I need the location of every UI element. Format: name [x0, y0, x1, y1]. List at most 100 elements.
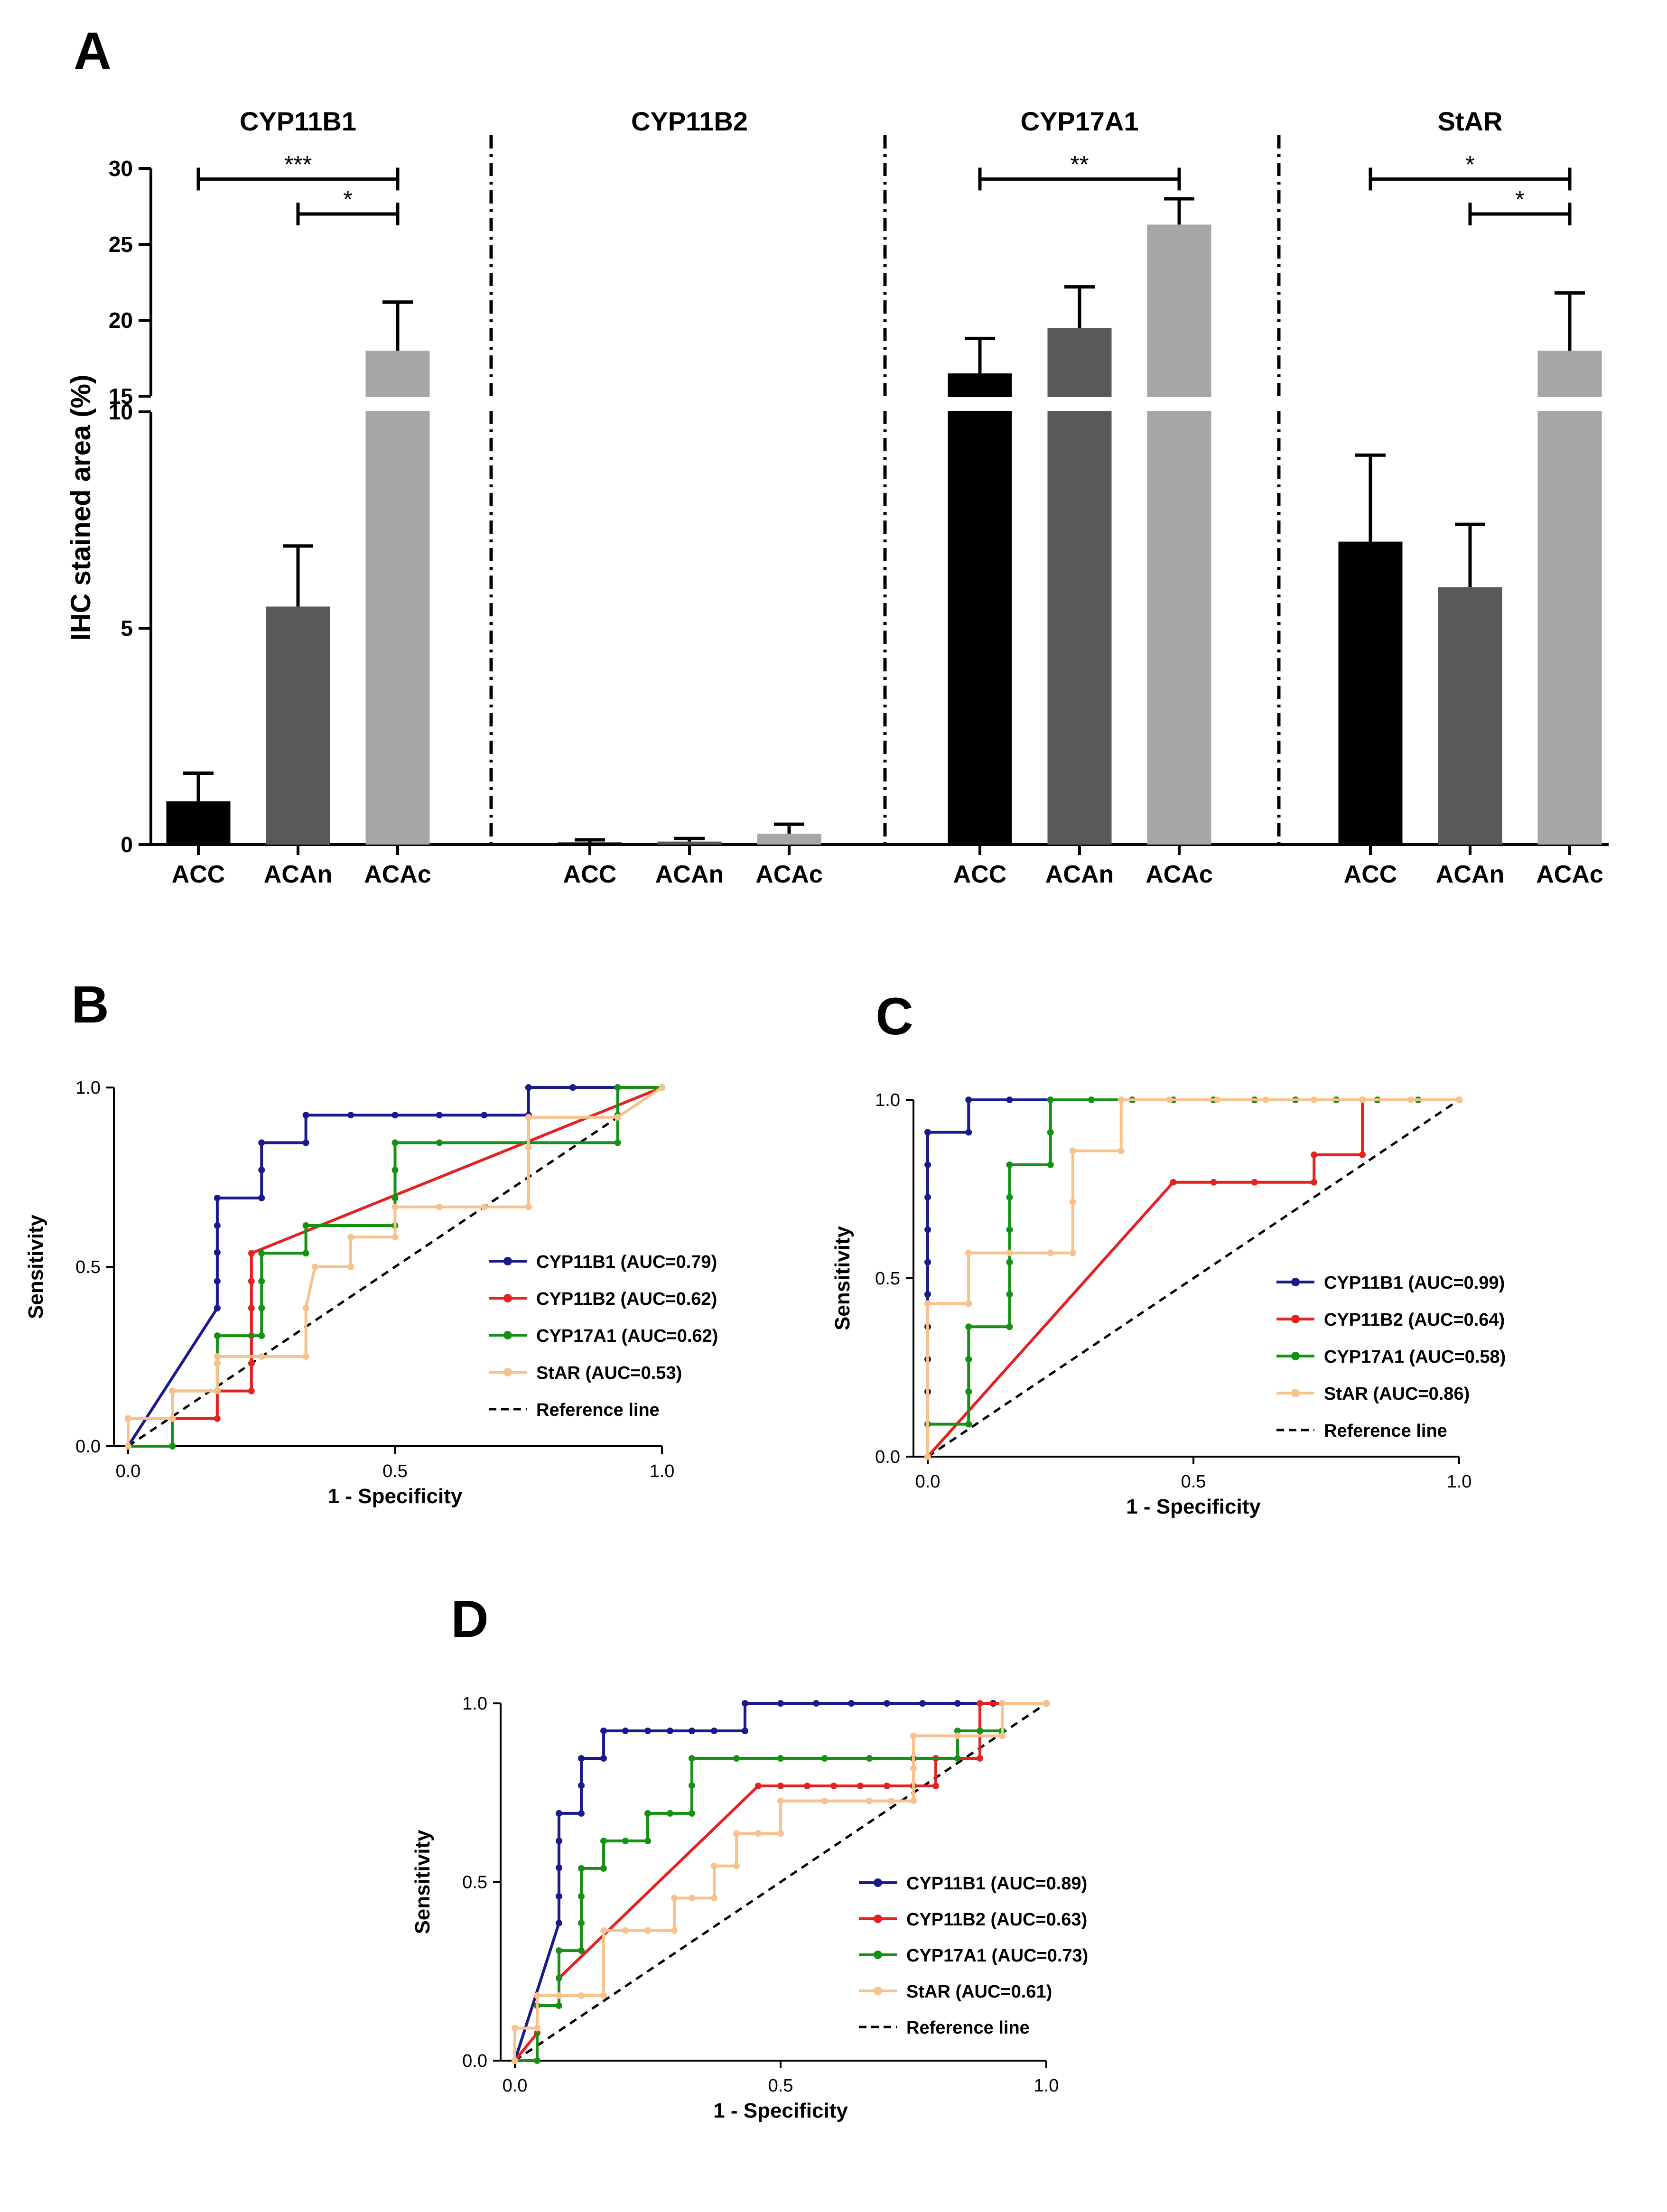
roc-point	[600, 1755, 607, 1762]
legend-marker	[503, 1294, 512, 1302]
roc-point	[555, 1837, 562, 1844]
roc-point	[555, 1893, 562, 1900]
roc-point	[866, 1797, 873, 1804]
roc-point	[711, 1862, 717, 1869]
y-tick-label: 20	[109, 308, 133, 333]
roc-point	[813, 1700, 820, 1707]
axis-break-gap	[157, 397, 1613, 411]
roc-point	[347, 1234, 354, 1241]
y-tick-label: 0.0	[75, 1437, 101, 1457]
roc-point	[910, 1797, 917, 1804]
panel-c-roc-chart: C 0.0 0.0 0.5 0.5 1.0 1.0 1 - Specificity Sensit…	[831, 987, 1506, 1518]
roc-point	[688, 1727, 695, 1734]
roc-point	[248, 1387, 255, 1394]
roc-point	[614, 1139, 621, 1146]
roc-point	[248, 1250, 255, 1257]
roc-point	[999, 1732, 1006, 1739]
roc-point	[125, 1415, 131, 1422]
roc-point	[578, 1810, 585, 1817]
roc-point	[644, 1810, 651, 1817]
roc-point	[436, 1203, 443, 1210]
roc-point	[391, 1203, 399, 1210]
roc-point	[391, 1166, 399, 1173]
x-tick-label: 0.5	[382, 1461, 408, 1481]
y-tick-label: 0.0	[875, 1447, 900, 1467]
roc-point	[214, 1304, 221, 1311]
roc-point	[391, 1234, 399, 1241]
roc-point	[688, 1782, 695, 1789]
roc-point	[1047, 1097, 1054, 1103]
roc-point	[555, 1810, 562, 1817]
roc-point	[1088, 1097, 1095, 1103]
roc-point	[1006, 1097, 1013, 1103]
roc-point	[1047, 1249, 1054, 1256]
roc-point	[733, 1862, 740, 1869]
roc-point	[932, 1782, 940, 1789]
roc-point	[910, 1732, 917, 1739]
roc-point	[1359, 1097, 1366, 1103]
legend-marker	[503, 1331, 512, 1339]
y-tick-label: 15	[109, 384, 133, 409]
roc-point	[711, 1727, 717, 1734]
roc-point	[534, 1992, 541, 1999]
roc-point	[977, 1700, 983, 1707]
y-tick-label: 0.0	[462, 2051, 487, 2071]
roc-point	[965, 1421, 972, 1428]
y-tick-label: 1.0	[462, 1694, 487, 1714]
roc-point	[578, 1865, 585, 1872]
roc-point	[525, 1084, 532, 1091]
bar	[1537, 351, 1602, 845]
roc-point	[436, 1139, 443, 1146]
roc-point	[733, 1830, 740, 1837]
x-tick-label: ACAc	[364, 861, 431, 888]
roc-point	[302, 1139, 309, 1146]
roc-point	[924, 1291, 931, 1298]
legend-marker	[503, 1257, 512, 1265]
roc-curve	[926, 1098, 1459, 1457]
y-tick-label: 0.5	[462, 1873, 487, 1893]
x-tick-label: ACAn	[655, 861, 724, 888]
y-tick-label: 25	[109, 232, 133, 257]
roc-point	[169, 1387, 176, 1394]
roc-point	[302, 1250, 309, 1257]
roc-point	[884, 1700, 890, 1707]
bar	[365, 351, 430, 845]
roc-point	[214, 1332, 221, 1339]
roc-point	[659, 1084, 665, 1091]
roc-point	[169, 1415, 176, 1422]
significance-label: ***	[284, 151, 312, 177]
roc-curve	[513, 1702, 1046, 2061]
significance-label: *	[343, 186, 352, 213]
y-tick-label: 1.0	[875, 1090, 900, 1110]
roc-point	[830, 1782, 837, 1789]
x-tick-label: ACC	[1344, 861, 1397, 888]
legend-label: CYP11B2 (AUC=0.63)	[906, 1910, 1087, 1930]
roc-point	[887, 1797, 894, 1804]
roc-point	[688, 1755, 695, 1762]
group-title: StAR	[1438, 106, 1503, 136]
legend-label: StAR (AUC=0.61)	[906, 1982, 1052, 2002]
roc-point	[847, 1700, 855, 1707]
roc-point	[733, 1755, 740, 1762]
roc-point	[688, 1895, 695, 1902]
roc-point	[578, 1755, 585, 1762]
legend-label: CYP17A1 (AUC=0.62)	[536, 1326, 718, 1346]
roc-point	[1456, 1097, 1462, 1103]
roc-point	[1069, 1147, 1076, 1154]
x-tick-label: 0.0	[915, 1472, 941, 1492]
roc-point	[857, 1782, 864, 1789]
legend-marker	[503, 1368, 512, 1376]
y-axis-label: IHC stained area (%)	[65, 375, 96, 641]
roc-point	[302, 1222, 309, 1229]
roc-point	[525, 1203, 532, 1210]
roc-point	[919, 1700, 926, 1707]
roc-point	[258, 1353, 265, 1360]
roc-point	[302, 1112, 309, 1119]
roc-point	[1262, 1097, 1269, 1103]
roc-point	[214, 1222, 221, 1229]
legend-label: CYP11B2 (AUC=0.62)	[536, 1289, 717, 1309]
roc-point	[1170, 1179, 1177, 1186]
roc-point	[258, 1332, 265, 1339]
group-title: CYP11B1	[240, 106, 356, 136]
roc-point	[1069, 1199, 1076, 1206]
